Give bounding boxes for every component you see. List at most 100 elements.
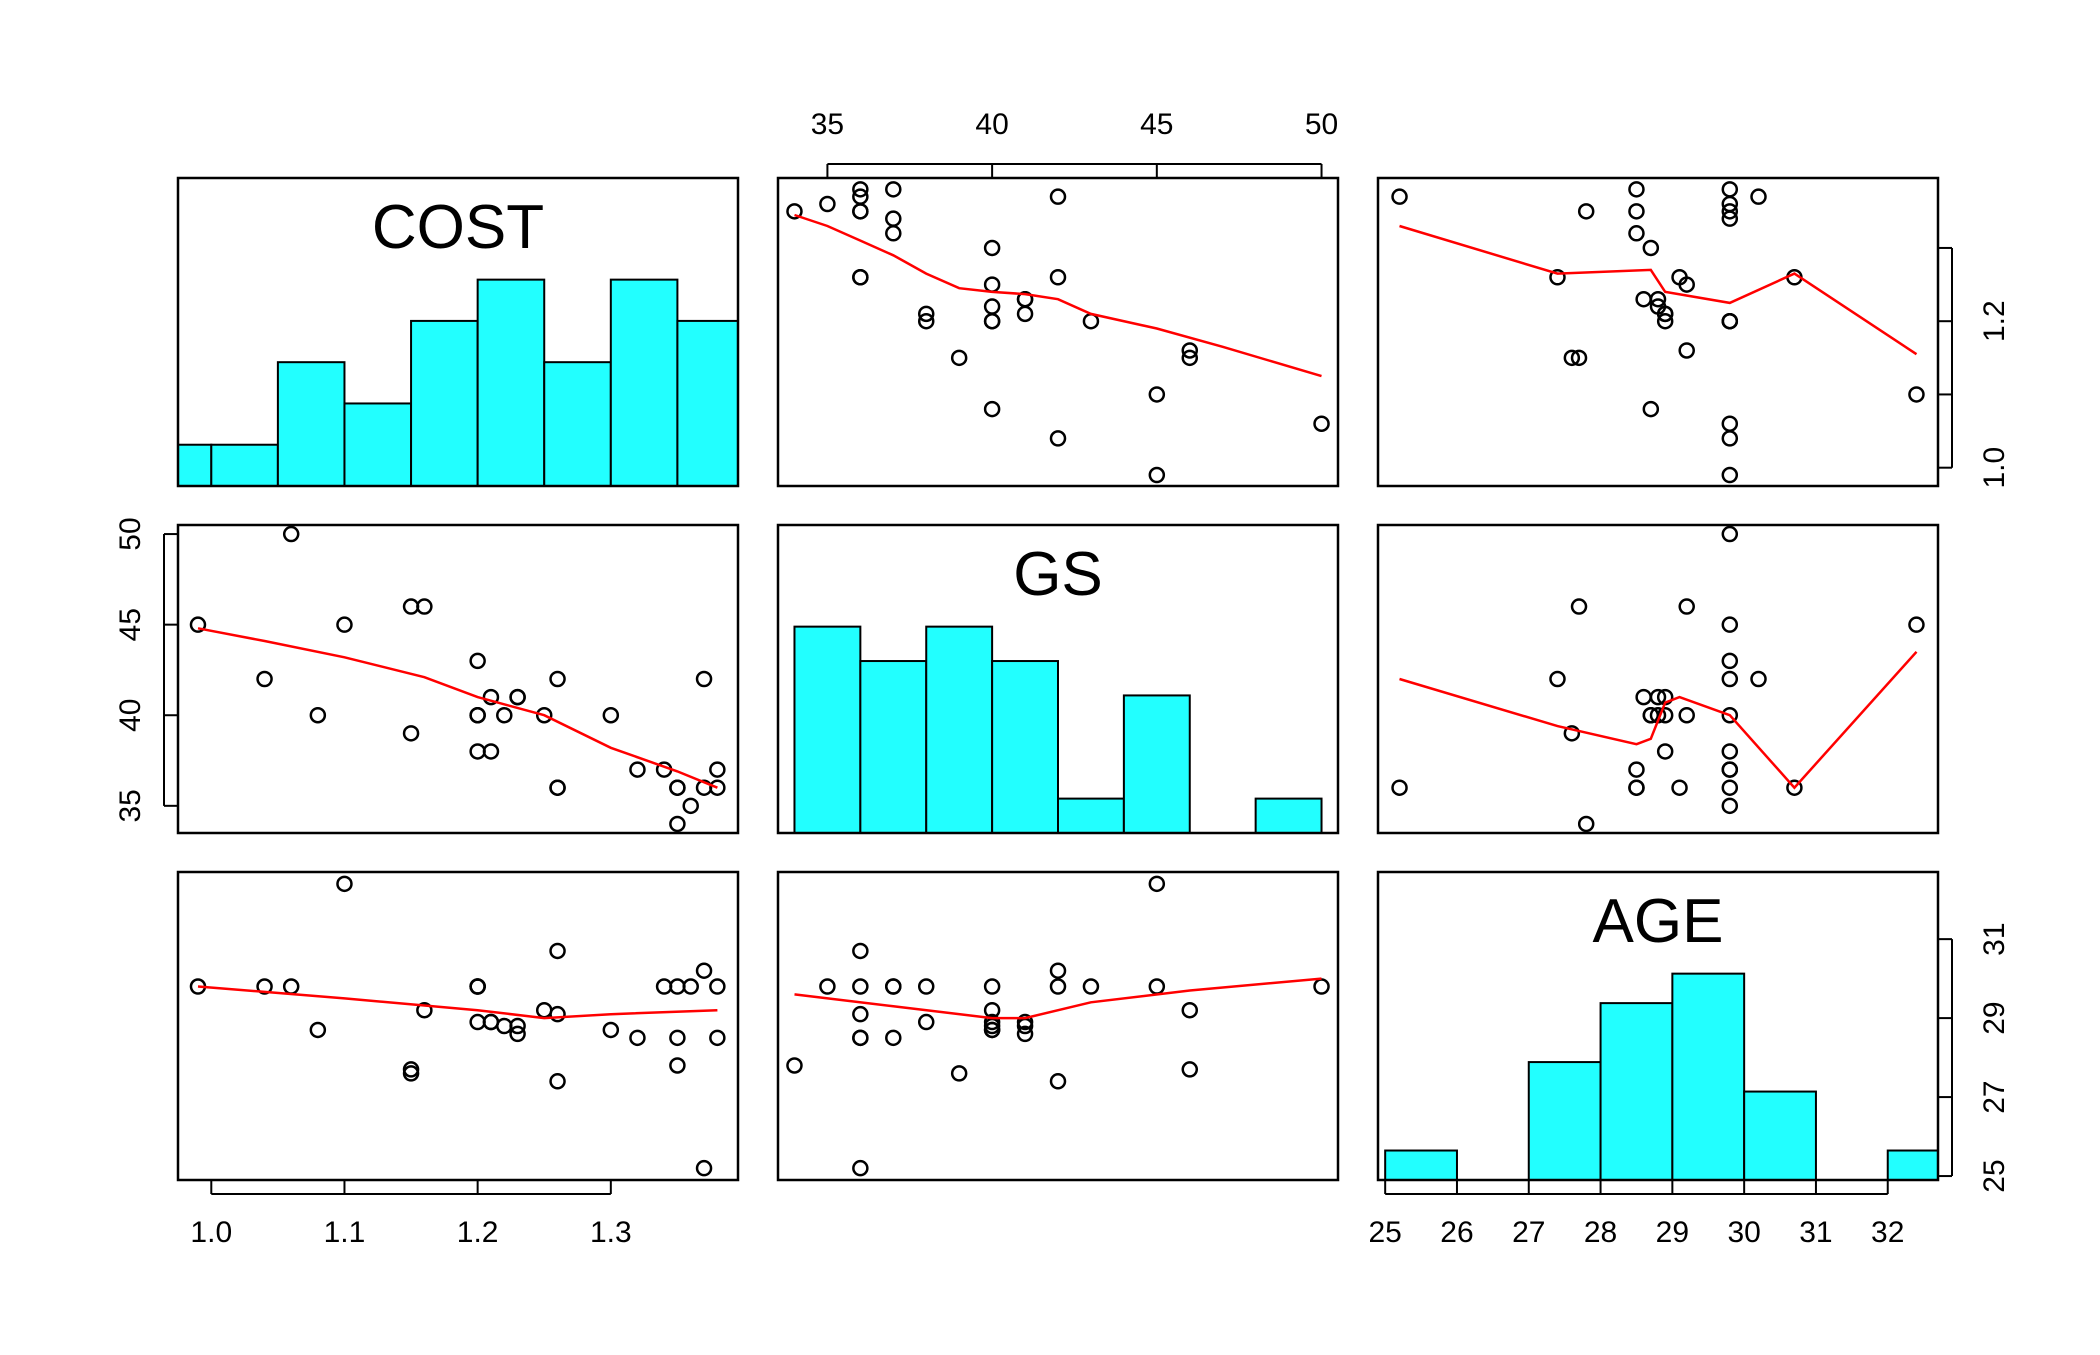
scatter-point	[602, 1021, 620, 1039]
tick-label: 50	[114, 517, 147, 550]
scatter-point	[983, 298, 1001, 315]
tick-label: 40	[975, 108, 1008, 141]
scatter-point	[1721, 203, 1739, 220]
scatter-point	[695, 779, 713, 796]
scatter-point	[1908, 616, 1925, 633]
scatter-point	[917, 312, 935, 330]
lowess-line	[794, 213, 1322, 378]
scatter-point	[852, 268, 869, 286]
tick-label: 28	[1584, 1216, 1617, 1249]
panel-frame	[176, 523, 740, 835]
scatter-point	[669, 1057, 686, 1074]
scatter-point	[682, 797, 699, 815]
scatter-point	[402, 1061, 420, 1078]
diagonal-label-cost: COST	[372, 193, 544, 262]
scatter-point	[482, 1013, 500, 1031]
scatter-point	[1786, 779, 1803, 796]
scatter-point	[885, 978, 902, 995]
scatter-point	[1628, 181, 1645, 198]
panel-frame	[776, 176, 1340, 488]
scatter-point	[402, 725, 420, 742]
scatter-point	[1549, 268, 1566, 286]
histogram-bar-gs-5	[1122, 694, 1191, 835]
scatter-point	[1656, 305, 1674, 323]
scatter-point	[535, 1001, 553, 1019]
histogram-bar-age-7	[1886, 1149, 1939, 1182]
histogram-bar-cost-6	[543, 361, 612, 487]
panel-age-cost	[176, 870, 740, 1182]
lowess-line	[1399, 650, 1918, 790]
scatter-point	[1049, 978, 1067, 995]
scatter-point	[549, 779, 566, 796]
scatter-point	[549, 1005, 566, 1023]
scatter-point	[509, 1017, 526, 1035]
tick-label: 26	[1440, 1216, 1473, 1249]
scatter-point	[852, 978, 869, 995]
scatter-point	[1391, 779, 1408, 796]
scatter-point	[1750, 670, 1767, 688]
scatter-point	[885, 181, 902, 198]
scatter-point	[336, 875, 353, 893]
panel-frame	[176, 176, 740, 488]
scatter-point	[1721, 430, 1739, 447]
scatter-point	[852, 942, 869, 960]
scatter-point	[1750, 188, 1767, 205]
scatter-point	[1721, 743, 1739, 760]
scatter-point	[1148, 875, 1166, 893]
histogram-bar-age-2	[1527, 1061, 1602, 1181]
scatter-point	[852, 203, 869, 220]
tick-label: 27	[1978, 1080, 2011, 1113]
panel-cost-gs	[776, 176, 1340, 488]
scatter-point	[1656, 312, 1674, 330]
histogram-bar-age-0	[1384, 1149, 1458, 1182]
scatter-point	[1678, 598, 1695, 615]
panel-frame	[1376, 870, 1940, 1182]
scatter-point	[950, 1065, 968, 1082]
scatter-point	[509, 1025, 526, 1043]
scatter-point	[655, 978, 673, 995]
scatter-point	[1313, 978, 1330, 995]
diagonal-label-gs: GS	[1013, 540, 1103, 609]
diagonal-label-age: AGE	[1593, 887, 1724, 956]
scatter-point	[1721, 181, 1739, 198]
tick-label: 35	[811, 108, 844, 141]
scatter-point	[983, 239, 1001, 257]
scatter-point	[1635, 290, 1652, 308]
scatter-point	[469, 652, 486, 670]
scatter-point	[1628, 225, 1645, 242]
scatter-point	[950, 349, 968, 367]
histogram-bar-gs-7	[1254, 797, 1323, 835]
scatter-point	[885, 225, 902, 242]
histogram-bar-cost-2	[276, 361, 346, 487]
scatter-point	[983, 276, 1001, 293]
scatter-point	[1570, 349, 1588, 367]
scatter-point	[1656, 743, 1674, 760]
scatter-point	[1678, 276, 1695, 293]
histogram-bar-gs-1	[859, 660, 928, 834]
scatter-point	[1721, 312, 1739, 330]
scatter-point	[819, 978, 836, 995]
scatter-point	[1721, 616, 1739, 633]
scatter-point	[1148, 978, 1166, 995]
scatter-point	[469, 1013, 486, 1031]
scatter-point	[256, 670, 273, 688]
scatter-point	[1678, 706, 1695, 724]
tick-label: 1.2	[457, 1216, 499, 1249]
tick-label: 27	[1512, 1216, 1545, 1249]
scatter-point	[416, 1001, 433, 1019]
scatter-point	[1181, 342, 1199, 359]
tick-label: 35	[114, 789, 147, 822]
scatter-point	[602, 706, 620, 724]
tick-label: 45	[1140, 108, 1173, 141]
scatter-point	[1082, 312, 1100, 330]
scatter-point	[309, 706, 327, 724]
scatter-point	[309, 1021, 327, 1039]
scatter-point	[1721, 670, 1739, 688]
histogram-bar-cost-0	[177, 443, 213, 487]
scatter-point	[402, 598, 420, 615]
scatter-point	[1049, 268, 1067, 286]
scatter-point	[669, 779, 686, 796]
scatter-point	[885, 210, 902, 227]
